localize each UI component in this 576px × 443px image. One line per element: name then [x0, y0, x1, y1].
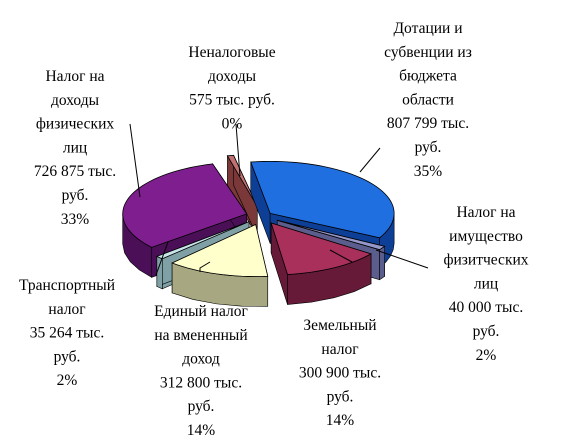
data-label-line: области — [402, 91, 454, 108]
leader-line-income_tax — [129, 123, 141, 198]
data-label-line: 0% — [222, 115, 243, 132]
data-label-line: руб. — [188, 398, 215, 415]
data-label-line: Налог на — [45, 68, 104, 85]
leader-lines — [129, 123, 429, 276]
data-labels: Дотации и субвенции из бюджета области 807 7… — [19, 20, 529, 439]
data-label-line: налог — [321, 341, 358, 358]
pie-slice-top — [277, 219, 386, 251]
leader-line-subsidies — [359, 147, 381, 173]
data-label-line: 575 тыс. руб. — [189, 92, 275, 109]
data-label-line: налог — [48, 301, 85, 318]
leader-line-imputed_income_tax — [199, 261, 211, 272]
data-label-line: Земельный — [303, 317, 376, 334]
data-label-line: 300 900 тыс. — [299, 365, 381, 382]
data-label-income_tax: Налог на доходы физических лиц 726 875 тыс. р… — [34, 68, 116, 228]
leader-line-property_tax — [375, 249, 429, 269]
data-label-line: 35 264 тыс. — [30, 325, 104, 342]
data-label-line: Транспортный — [19, 277, 115, 294]
pie-slice-top — [250, 160, 395, 239]
data-label-line: руб. — [327, 388, 354, 405]
data-label-line: лиц — [474, 275, 498, 292]
pie-slice-land_tax — [270, 222, 373, 305]
slices-layer — [122, 154, 395, 307]
data-label-line: на вмененный — [154, 327, 247, 344]
data-label-line: 14% — [187, 422, 216, 439]
pie-slice-top — [270, 222, 373, 275]
data-label-line: 35% — [414, 163, 443, 180]
pie-slice-top — [171, 223, 269, 277]
data-label-line: Налог на — [456, 204, 515, 221]
data-label-line: доход — [182, 351, 220, 368]
data-label-line: руб. — [473, 323, 500, 340]
data-label-non_tax: Неналоговые доходы 575 тыс. руб. 0% — [188, 44, 275, 132]
data-label-line: руб. — [62, 187, 89, 204]
data-label-line: субвенции из — [384, 44, 472, 61]
data-label-line: 40 000 тыс. — [449, 299, 523, 316]
data-label-line: 14% — [326, 412, 355, 429]
data-label-line: Дотации и — [393, 20, 462, 37]
data-label-line: руб. — [54, 348, 81, 365]
data-label-line: лиц — [63, 139, 87, 156]
data-label-line: физических — [36, 116, 115, 133]
data-label-line: доходы — [51, 92, 100, 109]
data-label-transport_tax: Транспортный налог 35 264 тыс. руб. 2% — [19, 277, 115, 389]
leader-line-transport_tax — [155, 241, 169, 276]
data-label-line: 807 799 тыс. — [387, 115, 469, 132]
data-label-line: Единый налог — [154, 303, 248, 320]
data-label-line: физитческих — [443, 252, 528, 269]
data-label-line: доходы — [208, 68, 257, 85]
leader-line-non_tax — [235, 123, 241, 177]
data-label-subsidies: Дотации и субвенции из бюджета области 807 7… — [384, 20, 472, 180]
data-label-line: 726 875 тыс. — [34, 163, 116, 180]
data-label-property_tax: Налог на имущество физитческих лиц 40 000 ты… — [443, 204, 528, 364]
data-label-line: имущество — [449, 228, 523, 245]
data-label-line: Неналоговые — [188, 44, 275, 61]
data-label-line: 312 800 тыс. — [160, 374, 242, 391]
data-label-line: бюджета — [399, 68, 457, 85]
data-label-line: 2% — [57, 372, 78, 389]
data-label-land_tax: Земельный налог 300 900 тыс. руб. 14% — [299, 317, 381, 429]
pie-slice-imputed_income_tax — [171, 223, 269, 307]
data-label-line: руб. — [415, 139, 442, 156]
data-label-line: 2% — [476, 347, 497, 364]
leader-line-land_tax — [329, 249, 353, 263]
pie-slice-top — [226, 154, 258, 207]
pie-slice-top — [122, 163, 248, 248]
data-label-line: 33% — [61, 211, 90, 228]
data-label-imputed_income_tax: Единый налог на вмененный доход 312 800 тыс… — [154, 303, 248, 439]
